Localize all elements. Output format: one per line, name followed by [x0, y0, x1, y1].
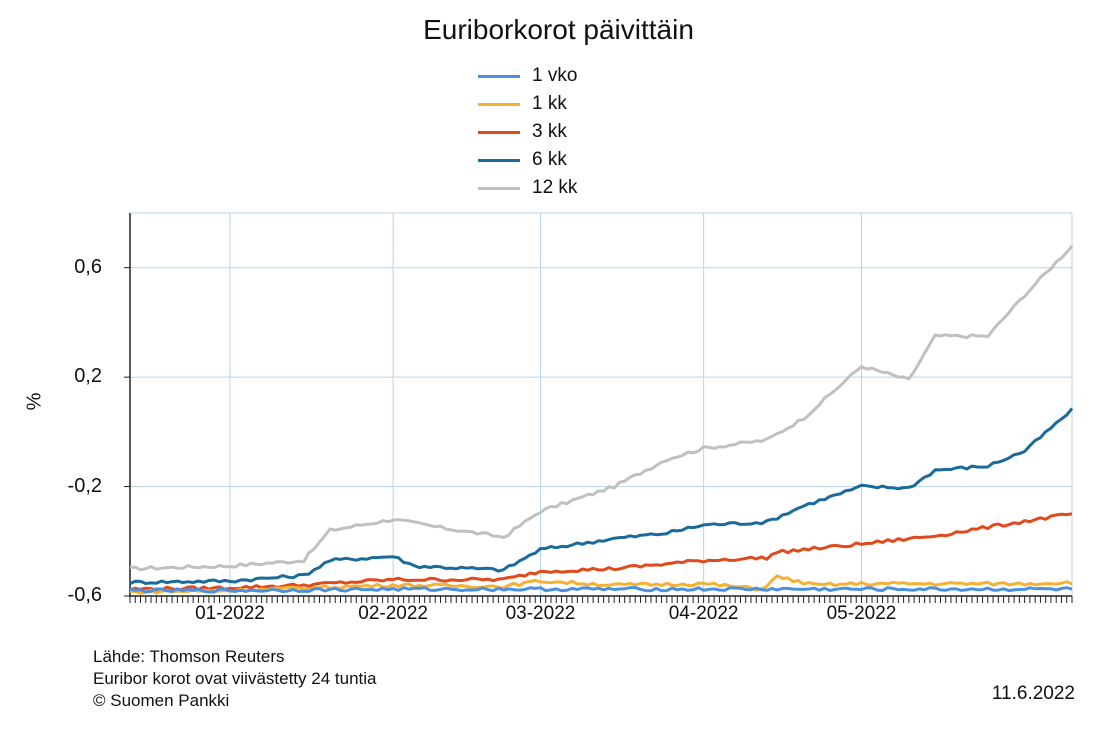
footer: Lähde: Thomson Reuters Euribor korot ova… [93, 646, 376, 712]
legend-swatch [478, 158, 520, 162]
plot-area [124, 212, 1074, 603]
series-line-3-kk [129, 512, 1073, 592]
legend: 1 vko 1 kk 3 kk 6 kk 12 kk [478, 62, 577, 202]
legend-label: 12 kk [532, 177, 578, 198]
series-line-1-kk [129, 574, 1073, 595]
legend-label: 3 kk [532, 121, 567, 142]
delay-note: Euribor korot ovat viivästetty 24 tuntia [93, 669, 377, 688]
x-tick-label: 02-2022 [358, 603, 428, 624]
legend-item: 3 kk [478, 118, 577, 146]
plot-border [129, 212, 1073, 597]
series-line-12-kk [129, 244, 1074, 572]
legend-label: 1 kk [532, 93, 567, 114]
x-tick-label: 04-2022 [668, 603, 739, 624]
x-tick-label: 05-2022 [826, 603, 897, 624]
series-line-1-vko [129, 586, 1073, 594]
legend-label: 1 vko [532, 65, 578, 86]
y-tick-label: -0,6 [67, 584, 102, 606]
legend-item: 1 vko [478, 62, 577, 90]
y-axis-label: % [23, 392, 46, 411]
chart-title: Euriborkorot päivittäin [423, 14, 694, 45]
legend-swatch [478, 186, 520, 190]
legend-item: 1 kk [478, 90, 577, 118]
legend-swatch [478, 102, 520, 106]
legend-swatch [478, 130, 520, 134]
x-tick-label: 03-2022 [505, 603, 576, 624]
legend-item: 12 kk [478, 174, 577, 202]
source-text: Lähde: Thomson Reuters [93, 647, 285, 666]
legend-swatch [478, 74, 520, 78]
legend-label: 6 kk [532, 149, 567, 170]
y-tick-label: -0,2 [67, 474, 102, 497]
copyright-text: © Suomen Pankki [93, 691, 230, 710]
legend-item: 6 kk [478, 146, 577, 174]
update-date: 11.6.2022 [991, 683, 1075, 704]
y-tick-label: 0,6 [74, 255, 102, 278]
y-tick-label: 0,2 [74, 365, 102, 388]
x-tick-label: 01-2022 [195, 603, 265, 624]
series-line-6-kk [129, 407, 1074, 585]
